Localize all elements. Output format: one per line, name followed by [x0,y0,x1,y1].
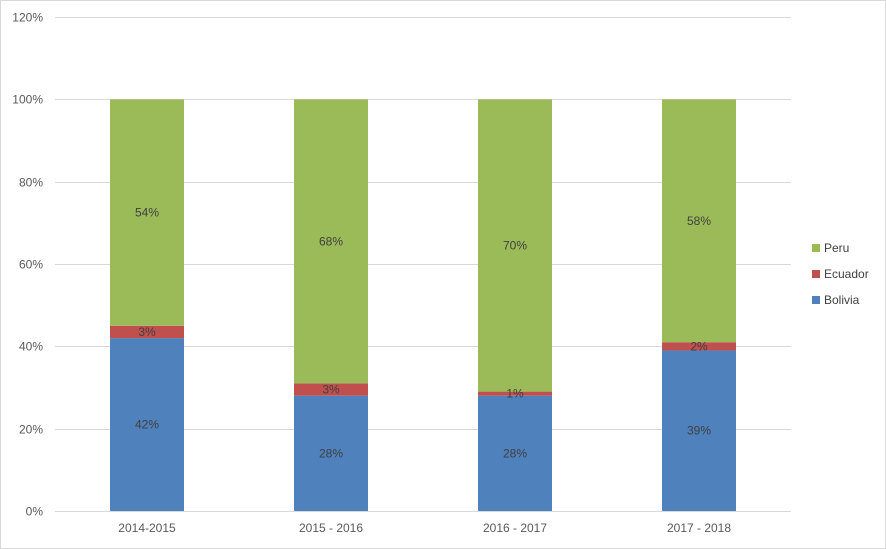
bar-segment-bolivia-0 [110,338,184,511]
bars [110,99,736,511]
data-label-bolivia: 28% [503,446,527,460]
data-label-ecuador: 3% [138,325,156,339]
bar-segment-peru-1 [294,99,368,384]
y-tick-label: 120% [12,11,43,25]
y-axis-ticks: 0% 20% 40% 60% 80% 100% 120% [12,11,43,519]
legend-label-peru: Peru [824,241,849,255]
x-tick-label: 2014-2015 [118,521,176,535]
bar-segment-peru-0 [110,99,184,326]
y-tick-label: 60% [19,258,43,272]
x-tick-label: 2015 - 2016 [299,521,363,535]
bar-segment-peru-2 [478,99,552,392]
bar-segment-ecuador-2 [478,391,552,396]
data-label-bolivia: 39% [687,424,711,438]
y-tick-label: 0% [26,505,44,519]
bar-segment-bolivia-3 [662,350,736,511]
data-label-ecuador: 3% [322,383,340,397]
data-label-ecuador: 2% [690,339,708,353]
data-label-bolivia: 28% [319,446,343,460]
data-label-peru: 54% [135,206,159,220]
legend: Peru Ecuador Bolivia [812,241,869,307]
data-label-bolivia: 42% [135,418,159,432]
data-label-peru: 70% [503,238,527,252]
legend-swatch-ecuador [812,270,820,278]
y-tick-label: 40% [19,340,43,354]
legend-swatch-bolivia [812,296,820,304]
data-labels: 42% 3% 54% 28% 3% 68% 28% 1% 70% 39% 2% 58% [135,206,711,461]
y-tick-label: 80% [19,176,43,190]
x-tick-label: 2016 - 2017 [483,521,547,535]
data-label-ecuador: 1% [506,387,524,401]
bar-segment-peru-3 [662,99,736,343]
x-axis-ticks: 2014-2015 2015 - 2016 2016 - 2017 2017 - 20… [118,521,731,535]
legend-label-ecuador: Ecuador [824,267,869,281]
y-tick-label: 20% [19,423,43,437]
data-label-peru: 68% [319,234,343,248]
bar-segment-ecuador-1 [294,383,368,396]
bar-segment-ecuador-0 [110,325,184,339]
legend-label-bolivia: Bolivia [824,293,860,307]
y-tick-label: 100% [12,93,43,107]
x-tick-label: 2017 - 2018 [667,521,731,535]
legend-swatch-peru [812,244,820,252]
data-label-peru: 58% [687,214,711,228]
bar-segment-bolivia-2 [478,395,552,511]
bar-segment-bolivia-1 [294,395,368,511]
bar-segment-ecuador-3 [662,342,736,351]
